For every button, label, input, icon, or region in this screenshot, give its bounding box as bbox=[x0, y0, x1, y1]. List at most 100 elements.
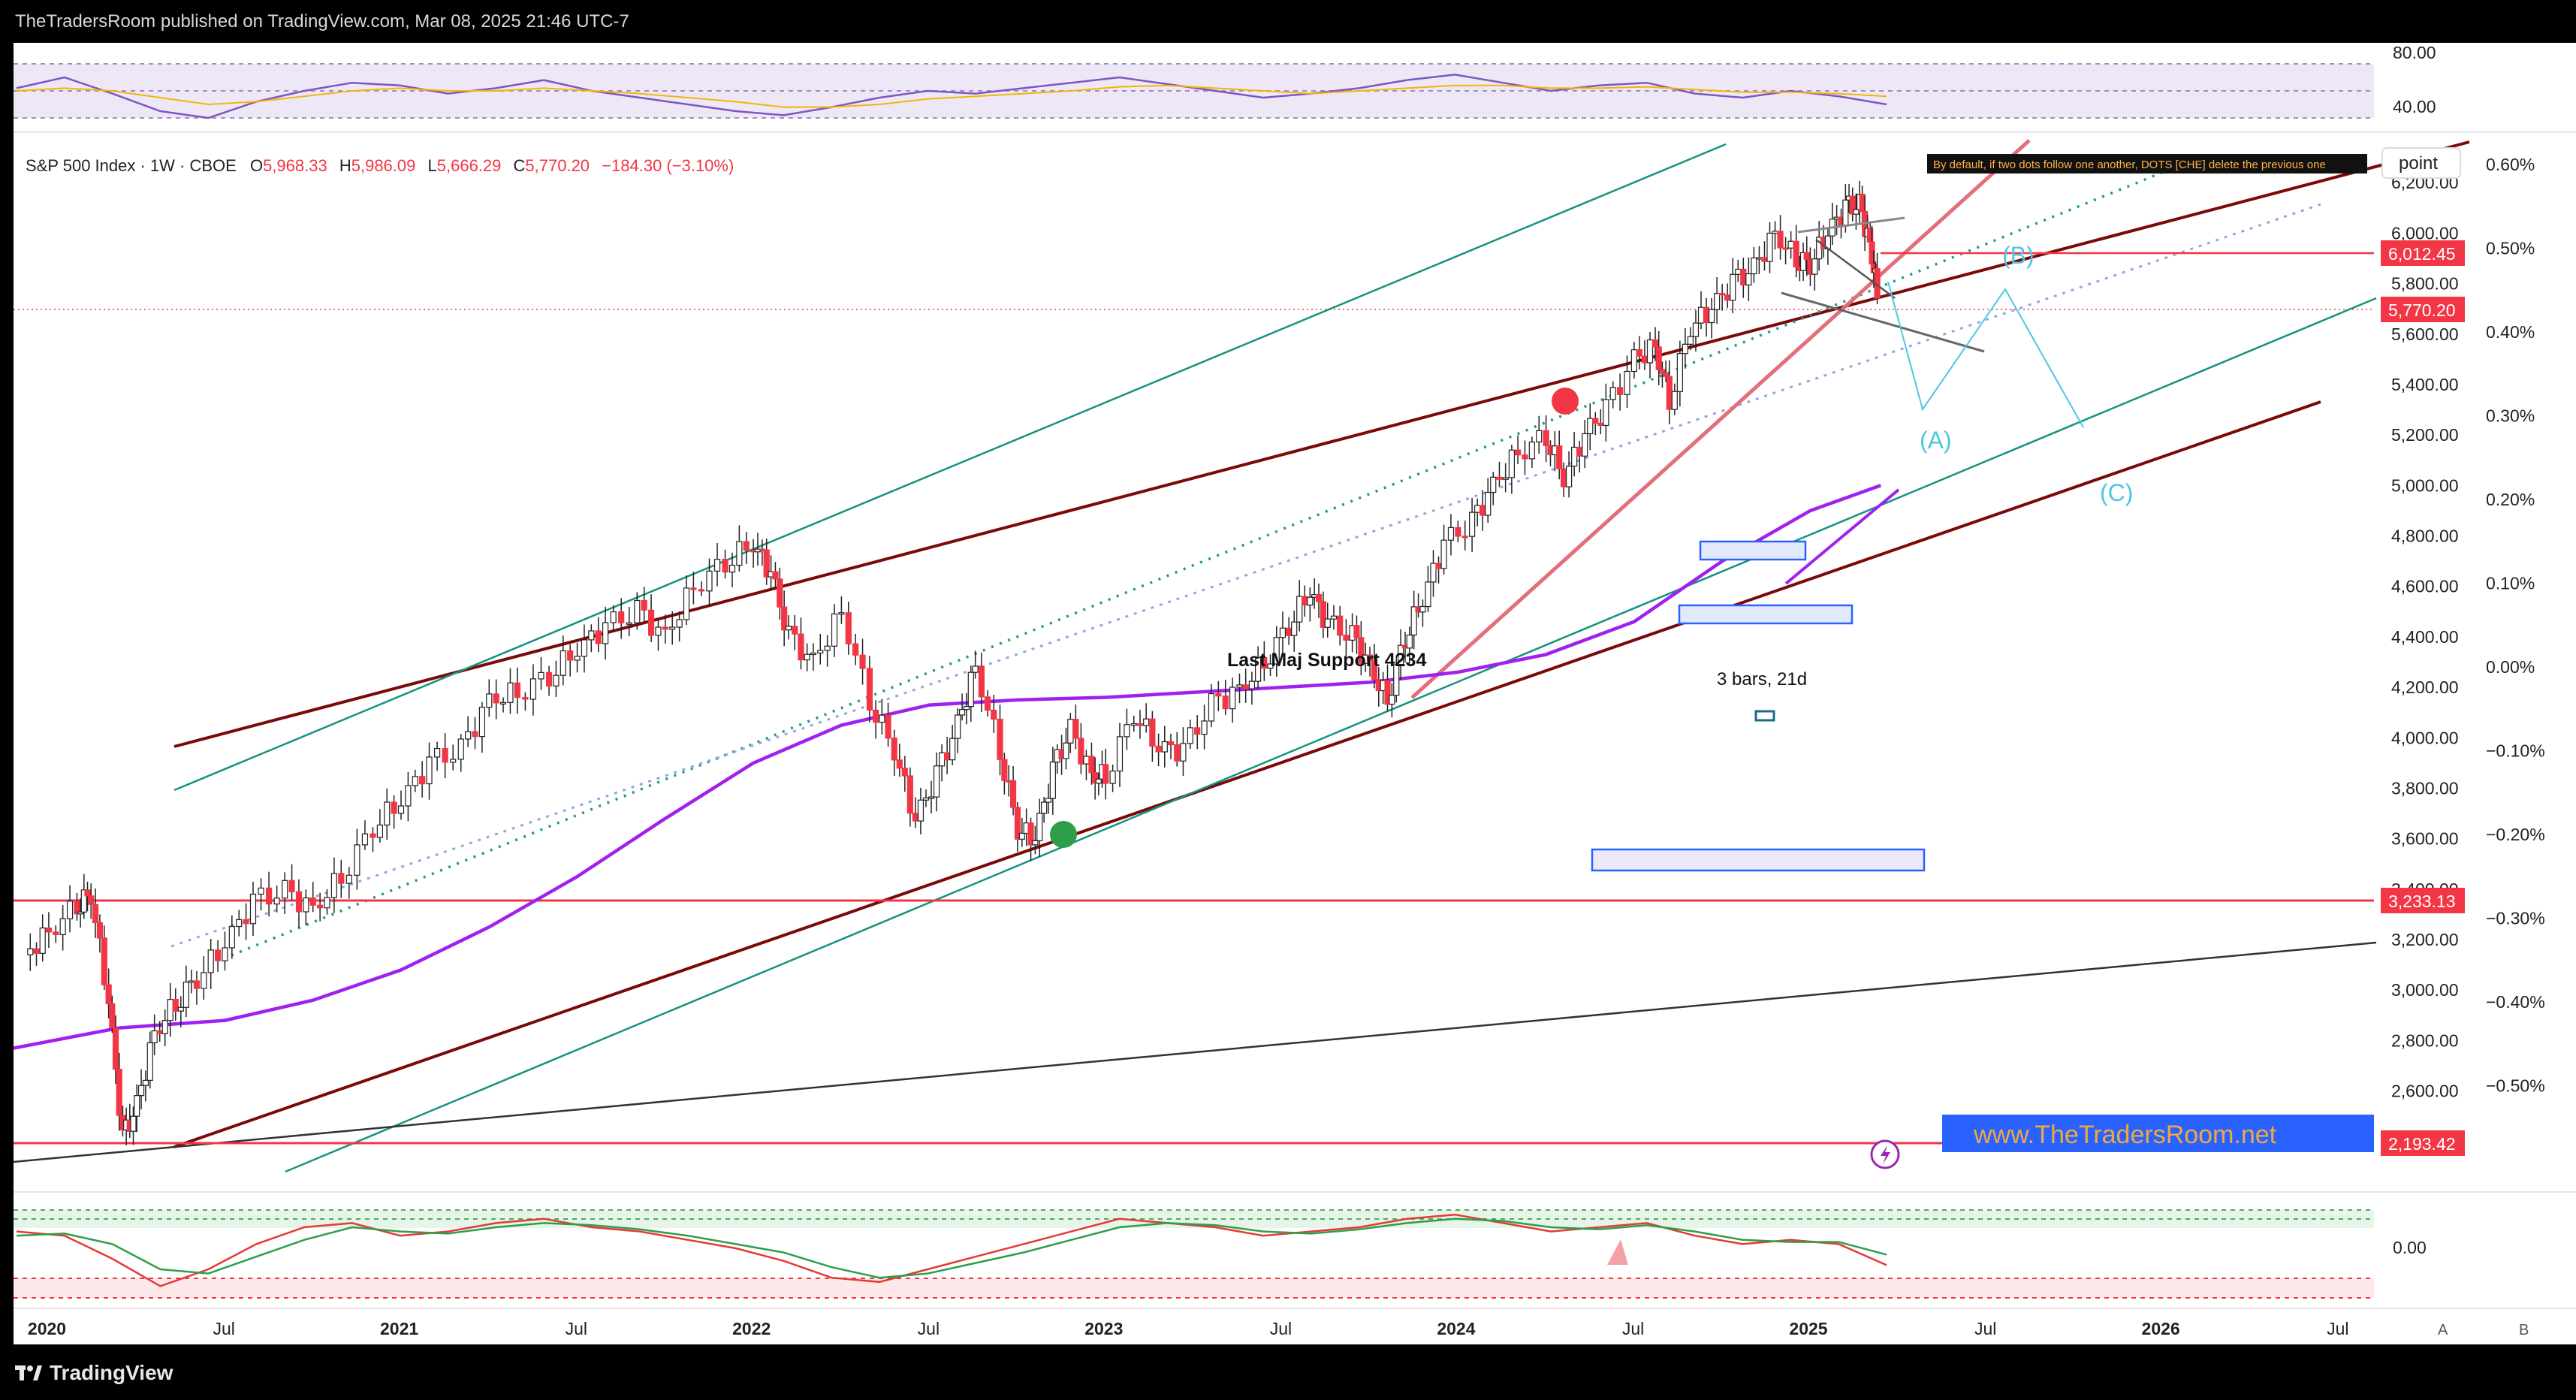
candle-body bbox=[137, 1085, 145, 1097]
candle-body bbox=[1676, 353, 1683, 392]
time-tick-label: Jul bbox=[918, 1319, 940, 1338]
candle-body bbox=[1384, 680, 1391, 705]
candle-body bbox=[1248, 680, 1256, 689]
candle-body bbox=[728, 564, 736, 573]
candle-body bbox=[736, 541, 743, 566]
channel-upper-dark bbox=[173, 140, 2470, 748]
candle-body bbox=[655, 626, 662, 636]
candle-body bbox=[1703, 306, 1710, 324]
chart-canvas[interactable]: 80.00 40.00 6,200.006,000.005,800.005,60… bbox=[14, 43, 2576, 1344]
candle-body bbox=[1714, 293, 1721, 310]
candle-body bbox=[529, 678, 537, 700]
candle-body bbox=[1853, 209, 1860, 215]
price-tick-label: 3,800.00 bbox=[2391, 778, 2459, 798]
tradingview-logo-icon bbox=[15, 1365, 42, 1380]
candle-body bbox=[896, 759, 903, 769]
candle-body bbox=[288, 880, 295, 892]
scale-mode-label: point bbox=[2399, 153, 2438, 173]
time-tick-label: 2022 bbox=[732, 1319, 771, 1338]
log-scale-button[interactable]: B bbox=[2519, 1322, 2529, 1338]
candle-body bbox=[1468, 511, 1476, 537]
candle-body bbox=[1229, 686, 1236, 710]
percent-tick-label: 0.30% bbox=[2486, 406, 2535, 426]
candle-body bbox=[1406, 634, 1413, 649]
candle-body bbox=[116, 1069, 122, 1116]
candle-body bbox=[1215, 692, 1222, 697]
scale-mode-button[interactable] bbox=[2381, 147, 2461, 179]
candle-body bbox=[146, 1042, 153, 1082]
candle-body bbox=[785, 626, 792, 631]
candle-body bbox=[1353, 625, 1360, 638]
candle-body bbox=[1461, 536, 1468, 539]
publish-info: TheTradersRoom published on TradingView.… bbox=[15, 11, 629, 32]
svg-text:5,770.20: 5,770.20 bbox=[2388, 300, 2456, 320]
zone-1[interactable] bbox=[1699, 540, 1807, 561]
price-tag-close: 5,770.20 bbox=[2381, 297, 2465, 322]
candle-body bbox=[486, 693, 493, 708]
candle-body bbox=[442, 747, 448, 763]
wave-projection bbox=[1887, 281, 2084, 428]
zone-3[interactable] bbox=[1591, 848, 1926, 872]
price-tick-label: 6,000.00 bbox=[2391, 223, 2459, 243]
candle-body bbox=[618, 611, 625, 623]
candle-body bbox=[472, 731, 478, 738]
candle-body bbox=[514, 682, 520, 698]
website-text[interactable]: www.TheTradersRoom.net bbox=[1973, 1121, 2277, 1149]
candle-body bbox=[405, 785, 412, 807]
candle-body bbox=[249, 893, 257, 925]
rsi-tick-40: 40.00 bbox=[2393, 97, 2436, 116]
candle-body bbox=[1793, 240, 1799, 267]
candle-body bbox=[912, 813, 919, 822]
candle-body bbox=[1155, 745, 1162, 753]
candle-body bbox=[1528, 441, 1535, 460]
candle-body bbox=[1036, 813, 1043, 841]
candle-body bbox=[1609, 387, 1616, 400]
candle-body bbox=[1756, 257, 1763, 260]
price-tick-label: 2,800.00 bbox=[2391, 1030, 2459, 1050]
candle-body bbox=[345, 874, 352, 884]
candle-body bbox=[151, 1030, 158, 1043]
candle-body bbox=[1508, 449, 1515, 478]
candle-body bbox=[1315, 594, 1323, 602]
candle-body bbox=[676, 619, 683, 628]
candle-body bbox=[507, 682, 514, 703]
candle-body bbox=[426, 756, 433, 785]
candle-body bbox=[1659, 369, 1666, 374]
zone-2[interactable] bbox=[1678, 604, 1854, 625]
candle-body bbox=[1393, 664, 1400, 696]
website-box[interactable] bbox=[1942, 1115, 2374, 1152]
time-tick-label: 2023 bbox=[1084, 1319, 1123, 1338]
candle-body bbox=[338, 873, 345, 884]
rsi-tick-80: 80.00 bbox=[2393, 43, 2436, 62]
candle-body bbox=[1777, 231, 1784, 249]
note-box bbox=[1927, 154, 2367, 173]
candle-body bbox=[105, 984, 112, 1005]
candle-body bbox=[1419, 605, 1426, 613]
candle-body bbox=[1397, 644, 1404, 665]
candle-body bbox=[1636, 349, 1643, 357]
steep-support-line bbox=[1410, 139, 2031, 699]
time-tick-label: Jul bbox=[213, 1319, 234, 1338]
candle-body bbox=[1641, 355, 1648, 364]
price-tick-label: 4,800.00 bbox=[2391, 527, 2459, 546]
wedge-bottom-line bbox=[1781, 291, 1985, 353]
time-tick-label: Jul bbox=[1622, 1319, 1644, 1338]
candle-body bbox=[997, 718, 1003, 760]
candle-body bbox=[1009, 780, 1017, 808]
wave-label-a: (A) bbox=[1920, 427, 1952, 454]
candle-body bbox=[1302, 596, 1308, 606]
candle-body bbox=[574, 656, 581, 661]
candle-body bbox=[324, 897, 330, 909]
range-measure-icon bbox=[1754, 710, 1775, 722]
candle-body bbox=[1430, 563, 1437, 583]
candle-body bbox=[1320, 601, 1326, 628]
candle-body bbox=[309, 897, 316, 906]
candle-body bbox=[1001, 759, 1008, 781]
candle-body bbox=[944, 752, 951, 761]
auto-scale-button[interactable]: A bbox=[2438, 1322, 2448, 1338]
candle-body bbox=[1455, 527, 1461, 537]
channel-lower-teal bbox=[285, 297, 2377, 1173]
candle-body bbox=[669, 626, 676, 630]
candle-body bbox=[955, 714, 961, 739]
candle-body bbox=[810, 652, 816, 656]
